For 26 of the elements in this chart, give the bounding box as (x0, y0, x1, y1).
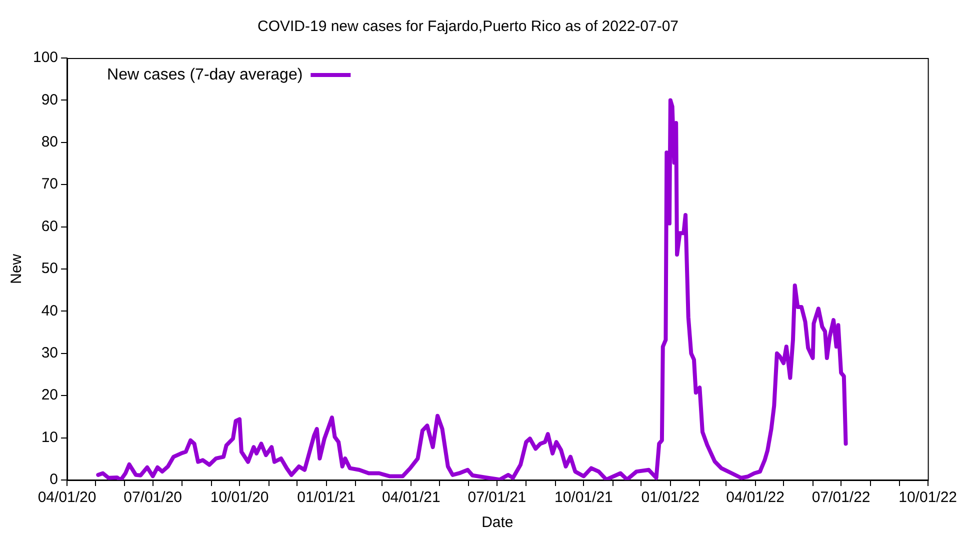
x-tick-label: 04/01/21 (382, 489, 440, 506)
y-tick-label: 0 (50, 471, 58, 488)
x-tick-label: 07/01/22 (812, 489, 870, 506)
x-tick-label: 01/01/22 (641, 489, 700, 506)
y-tick-label: 50 (41, 260, 58, 278)
y-tick-label: 100 (32, 49, 58, 66)
x-tick-label: 10/01/21 (554, 489, 613, 506)
x-tick-label: 10/01/20 (210, 489, 269, 506)
y-tick-label: 40 (41, 302, 58, 320)
x-tick-label: 07/01/21 (468, 489, 526, 506)
y-tick-label: 90 (41, 91, 58, 108)
x-tick-label: 04/01/20 (38, 489, 96, 506)
y-tick-label: 10 (41, 428, 58, 446)
y-axis-title: New (8, 254, 26, 284)
y-tick-label: 60 (41, 218, 58, 235)
x-tick-label: 07/01/20 (124, 489, 182, 506)
legend-label: New cases (7-day average) (107, 66, 303, 84)
chart-title: COVID-19 new cases for Fajardo,Puerto Rico as of 2022-07-07 (257, 18, 679, 36)
y-tick-label: 30 (41, 344, 58, 362)
x-tick-label: 10/01/22 (898, 489, 957, 506)
y-tick-label: 80 (41, 134, 58, 151)
y-tick-label: 70 (41, 176, 58, 193)
x-tick-label: 04/01/22 (726, 489, 784, 506)
y-tick-label: 20 (41, 386, 58, 404)
x-axis-title: Date (482, 514, 514, 532)
x-tick-label: 01/01/21 (297, 489, 356, 506)
